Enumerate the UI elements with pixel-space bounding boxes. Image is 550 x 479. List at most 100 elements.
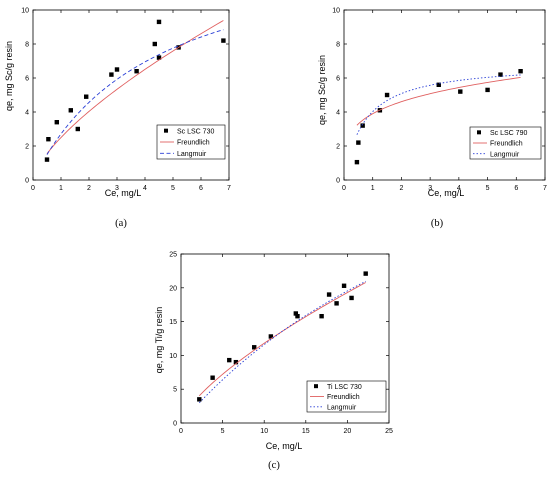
legend-label: Freundlich: [327, 394, 360, 401]
y-tick-label: 0: [336, 178, 340, 185]
y-tick-label: 20: [169, 285, 177, 292]
plot-frame: [32, 9, 230, 181]
y-tick-label: 0: [173, 421, 177, 428]
x-tick-label: 2: [399, 185, 403, 192]
data-point: [68, 108, 73, 113]
y-axis-label: qe, mg Ti/g resin: [154, 307, 164, 374]
legend-label: Langmuir: [177, 151, 207, 158]
data-point: [46, 137, 51, 142]
data-point: [295, 313, 300, 319]
data-point: [109, 72, 114, 77]
x-tick-label: 5: [221, 428, 225, 435]
data-point: [44, 157, 50, 162]
panel-caption: (c): [268, 460, 280, 471]
x-axis-label: Ce, mg/L: [428, 188, 465, 198]
data-point: [384, 92, 390, 98]
data-point: [75, 126, 80, 132]
x-tick-label: 6: [199, 185, 203, 192]
x-tick-label: 20: [344, 428, 352, 435]
data-point: [360, 123, 365, 128]
data-point: [498, 72, 503, 77]
legend: Sc LSC 790 Freundlich Langmuir: [469, 126, 542, 160]
freundlich-fit-line: [198, 282, 366, 397]
plot-frame: [180, 253, 390, 424]
x-axis-label: Ce, mg/L: [105, 188, 142, 198]
data-point: [84, 94, 89, 99]
y-tick-label: 4: [336, 110, 340, 117]
data-point: [233, 359, 239, 365]
y-tick-label: 2: [25, 144, 29, 151]
data-point: [319, 313, 324, 319]
data-point: [326, 292, 332, 297]
legend: Ti LSC 730 Freundlich Langmuir: [306, 380, 387, 413]
data-point: [485, 87, 490, 93]
y-tick-label: 8: [336, 42, 340, 49]
x-axis-label: Ce, mg/L: [266, 441, 303, 451]
y-tick-label: 10: [169, 353, 177, 360]
legend-marker: [477, 130, 481, 135]
data-point: [356, 140, 361, 145]
data-point: [227, 357, 232, 363]
x-tick-label: 5: [486, 185, 490, 192]
chart-panel-b: qe, mg Sc/g resin Ce, mg/L (b) 0 1 2 3 4 5 6 7 0…: [317, 8, 547, 230]
freundlich-fit-line: [46, 20, 224, 154]
legend-label: Freundlich: [490, 141, 523, 148]
data-point: [349, 295, 354, 301]
legend: Sc LSC 730 Freundlich Langmuir: [156, 124, 226, 160]
x-tick-label: 4: [143, 185, 147, 192]
data-point: [54, 120, 59, 125]
legend-label: Langmuir: [327, 404, 357, 411]
x-tick-label: 0: [179, 428, 183, 435]
y-tick-label: 10: [21, 8, 29, 15]
y-tick-label: 25: [169, 252, 177, 259]
data-point: [152, 41, 157, 47]
x-tick-label: 7: [227, 185, 231, 192]
legend-label: Sc LSC 730: [177, 128, 214, 135]
data-point: [341, 283, 347, 288]
data-point: [363, 271, 368, 276]
x-tick-label: 25: [385, 428, 393, 435]
x-tick-label: 5: [171, 185, 175, 192]
data-point: [252, 345, 257, 350]
x-tick-label: 3: [428, 185, 432, 192]
data-point: [354, 159, 360, 165]
x-tick-label: 2: [87, 185, 91, 192]
legend-label: Freundlich: [177, 140, 210, 147]
data-point: [334, 301, 339, 306]
data-point: [210, 375, 215, 380]
legend-marker: [164, 128, 168, 133]
data-point: [197, 397, 202, 402]
x-tick-label: 6: [514, 185, 518, 192]
data-point: [436, 82, 441, 87]
plot-frame: [343, 9, 546, 181]
y-axis-label: qe, mg Sc/g resin: [317, 55, 327, 125]
data-point: [156, 19, 162, 25]
legend-label: Langmuir: [490, 151, 520, 158]
data-point: [156, 55, 162, 60]
panel-caption: (a): [115, 218, 127, 229]
langmuir-fit-line: [356, 74, 521, 135]
y-tick-label: 10: [332, 8, 340, 15]
freundlich-fit-line: [356, 77, 521, 126]
legend-label: Sc LSC 790: [490, 130, 527, 137]
data-point: [458, 89, 463, 94]
y-tick-label: 6: [336, 76, 340, 83]
data-point: [221, 38, 226, 43]
y-tick-label: 5: [173, 387, 177, 394]
y-tick-label: 2: [336, 144, 340, 151]
y-tick-label: 0: [25, 178, 29, 185]
y-tick-label: 15: [169, 319, 177, 326]
langmuir-fit-line: [46, 29, 224, 155]
x-tick-label: 0: [31, 185, 35, 192]
x-tick-label: 0: [342, 185, 346, 192]
x-tick-label: 3: [115, 185, 119, 192]
x-tick-label: 10: [260, 428, 268, 435]
y-tick-label: 4: [25, 110, 29, 117]
data-point: [268, 334, 274, 339]
chart-panel-a: qe, mg Sc/g resin Ce, mg/L (a) 0 1 2 3 4 5 6 7 0…: [4, 8, 231, 230]
legend-label: Ti LSC 730: [327, 384, 362, 391]
y-axis-label: qe, mg Sc/g resin: [4, 41, 14, 111]
x-tick-label: 7: [543, 185, 547, 192]
y-tick-label: 8: [25, 42, 29, 49]
